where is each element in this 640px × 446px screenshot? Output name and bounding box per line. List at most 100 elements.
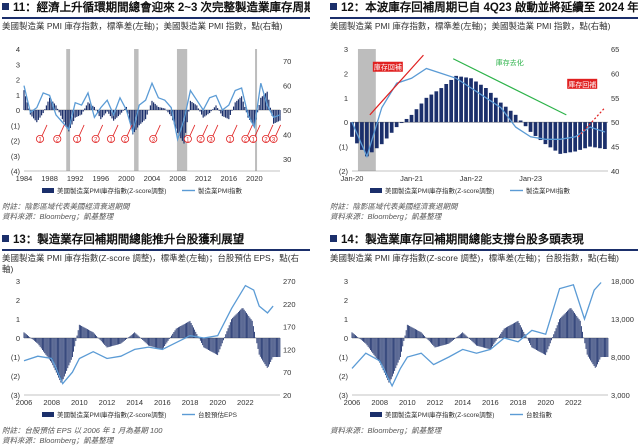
inventory-bar [413, 328, 414, 338]
chart-title: 12：本波庫存回補周期已自 4Q23 啟動並將延續至 2024 年 [330, 0, 638, 19]
inventory-bar [483, 338, 484, 347]
inventory-bar [209, 338, 210, 351]
x-tick-label: 2016 [220, 174, 237, 183]
inventory-bar [254, 332, 255, 338]
inventory-bar [55, 105, 56, 110]
inventory-bar [107, 338, 108, 347]
inventory-bar [76, 110, 77, 117]
inventory-bar [490, 338, 491, 349]
inventory-bar [421, 332, 422, 338]
cycle-arrow [190, 125, 195, 136]
inventory-bar [605, 338, 606, 357]
inventory-bar [416, 330, 417, 338]
inventory-bar [550, 338, 551, 343]
inventory-bar [36, 338, 37, 343]
inventory-bar [474, 338, 475, 343]
inventory-bar [137, 334, 138, 338]
inventory-bar [492, 338, 493, 346]
inventory-bar [452, 338, 453, 341]
inventory-bar [391, 338, 392, 379]
inventory-bar [60, 338, 61, 383]
inventory-bar [86, 105, 87, 110]
chart-note: 附註：陰影區域代表美國經濟衰退期間 [330, 202, 638, 212]
chart-note: 附註：台股預估 EPS 以 2006 年 1 月為基期 100 [2, 426, 310, 436]
legend-bar-label: 美國製造業PMI庫存指數(Z-score調整) [385, 186, 494, 195]
inventory-bar [60, 110, 61, 116]
inventory-bar [586, 338, 587, 349]
inventory-bar [158, 107, 159, 110]
inventory-bar [230, 322, 231, 338]
inventory-bar [177, 110, 178, 133]
inventory-bar [602, 338, 603, 357]
inventory-bar [362, 338, 363, 341]
inventory-bar [85, 328, 86, 338]
inventory-bar [244, 310, 245, 338]
inventory-bar [398, 338, 399, 363]
inventory-bar [469, 338, 470, 339]
inventory-bar [554, 331, 555, 338]
inventory-bar [539, 122, 543, 140]
inventory-bar [418, 331, 419, 338]
inventory-bar [176, 329, 177, 338]
inventory-bar [239, 98, 240, 110]
inventory-bar [90, 331, 91, 338]
inventory-bar [583, 122, 587, 148]
inventory-bar [489, 93, 493, 122]
inventory-bar [97, 337, 98, 338]
inventory-bar [231, 319, 232, 338]
inventory-bar [355, 335, 356, 338]
inventory-bar [140, 110, 141, 124]
y-left-tick-label: 3 [16, 277, 20, 286]
inventory-bar [524, 122, 528, 126]
inventory-bar [599, 338, 600, 360]
inventory-bar [277, 338, 278, 357]
inventory-bar [597, 338, 598, 364]
inventory-bar [574, 313, 575, 338]
y-right-tick-label: 55 [611, 94, 619, 103]
legend-bar-swatch [42, 188, 54, 193]
inventory-bar [25, 333, 26, 338]
inventory-bar [195, 104, 196, 110]
inventory-bar [279, 338, 280, 357]
y-left-tick-label: (1) [339, 143, 349, 152]
inventory-bar [520, 325, 521, 338]
inventory-bar [190, 101, 191, 110]
inventory-bar [385, 338, 386, 375]
inventory-bar [519, 323, 520, 338]
inventory-bar [486, 338, 487, 348]
inventory-bar [125, 338, 126, 340]
inventory-bar [142, 338, 143, 340]
inventory-bar [211, 338, 212, 352]
y-right-tick-label: 65 [611, 45, 619, 54]
legend-line-label: 台股預估EPS [198, 410, 238, 419]
inventory-bar [379, 338, 380, 363]
inventory-bar [116, 110, 117, 118]
inventory-bar [268, 338, 269, 367]
inventory-bar [530, 338, 531, 345]
inventory-bar [156, 105, 157, 110]
y-left-tick-label: 3 [344, 45, 348, 54]
inventory-bar [260, 98, 261, 110]
inventory-bar [553, 122, 557, 150]
legend-line-label: 台股指數 [526, 410, 553, 419]
inventory-bar [604, 338, 605, 357]
inventory-bar [93, 332, 94, 338]
inventory-bar [120, 338, 121, 344]
x-tick-label: 2018 [510, 398, 527, 407]
inventory-bar [104, 338, 105, 345]
inventory-bar [478, 338, 479, 346]
inventory-bar [401, 338, 402, 352]
inventory-bar [534, 122, 538, 136]
inventory-bar [243, 308, 244, 338]
inventory-bar [443, 338, 444, 345]
inventory-bar [489, 338, 490, 349]
inventory-bar [494, 98, 498, 122]
inventory-bar [445, 338, 446, 345]
x-tick-label: 2012 [427, 398, 444, 407]
cycle-arrow [113, 125, 118, 136]
inventory-bar [139, 110, 140, 125]
cycle-arrow [213, 125, 218, 136]
inventory-bar [109, 338, 110, 347]
inventory-bar [271, 338, 272, 360]
